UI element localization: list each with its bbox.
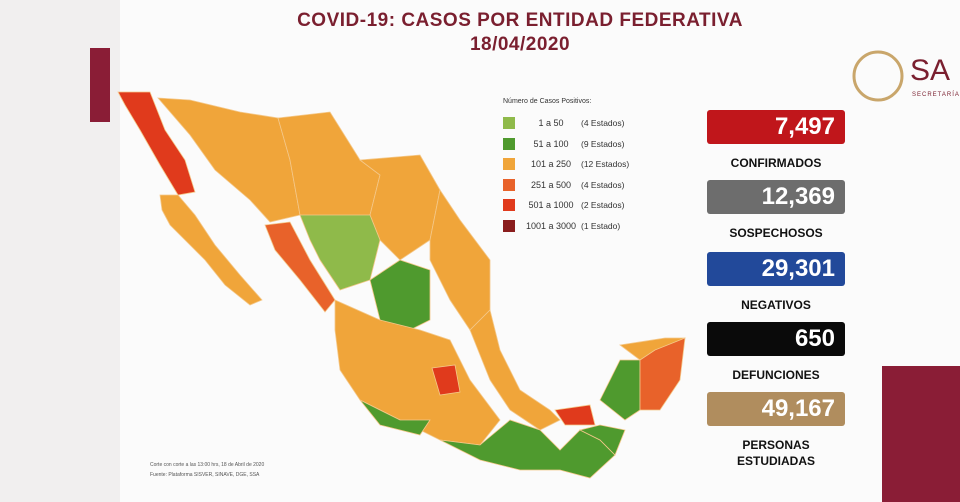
legend-title: Número de Casos Positivos: bbox=[503, 98, 592, 105]
legend-swatch bbox=[503, 137, 515, 150]
stat-value: 650 bbox=[707, 322, 845, 356]
date: 18/04/2020 bbox=[469, 34, 571, 55]
logo-text: SA bbox=[910, 54, 951, 87]
state bbox=[299, 214, 381, 291]
stat-label: DEFUNCIONES bbox=[732, 368, 820, 382]
state bbox=[264, 221, 336, 313]
legend-count: (2 Estados) bbox=[581, 200, 625, 211]
stat-value: 12,369 bbox=[707, 180, 845, 214]
legend-swatch bbox=[503, 158, 515, 171]
logo-subtext: SECRETARÍA bbox=[912, 92, 960, 98]
stat-value: 7,497 bbox=[707, 110, 845, 144]
legend-swatch bbox=[503, 178, 515, 191]
legend-swatch bbox=[503, 117, 515, 130]
state bbox=[469, 309, 561, 431]
legend-count: (12 Estados) bbox=[581, 159, 630, 170]
state bbox=[117, 91, 196, 196]
legend-item: 1 a 50 (4 Estados) bbox=[503, 113, 663, 134]
state bbox=[639, 337, 686, 411]
stat-value: 49,167 bbox=[707, 392, 845, 426]
footnote: Fuente: Plataforma SISVER, SINAVE, DGE, … bbox=[150, 472, 260, 478]
logo-emblem bbox=[852, 50, 904, 102]
stat-label: NEGATIVOS bbox=[741, 298, 811, 312]
legend-count: (4 Estados) bbox=[581, 118, 625, 129]
stat-label: SOSPECHOSOS bbox=[729, 226, 823, 240]
state bbox=[578, 424, 626, 456]
state bbox=[159, 194, 263, 306]
legend-count: (4 Estados) bbox=[581, 179, 625, 190]
stat-label: PERSONAS ESTUDIADAS bbox=[736, 438, 815, 468]
state bbox=[599, 359, 641, 421]
legend-item: 101 a 250 (12 Estados) bbox=[503, 154, 663, 175]
legend-range: 1 a 50 bbox=[538, 118, 564, 129]
legend-item: 251 a 500 (4 Estados) bbox=[503, 175, 663, 196]
legend-range: 101 a 250 bbox=[530, 159, 572, 170]
map bbox=[117, 91, 686, 479]
state bbox=[431, 364, 461, 396]
legend-item: 501 a 1000 (2 Estados) bbox=[503, 195, 663, 216]
legend-range: 501 a 1000 bbox=[528, 200, 574, 211]
accent-bar bbox=[90, 48, 110, 122]
legend-swatch bbox=[503, 219, 515, 232]
legend-count: (9 Estados) bbox=[581, 138, 625, 149]
title: COVID-19: CASOS POR ENTIDAD FEDERATIVA bbox=[297, 10, 743, 31]
legend: Número de Casos Positivos: 1 a 50 (4 Esta… bbox=[503, 98, 663, 236]
interpreter-video bbox=[882, 366, 960, 502]
legend-range: 1001 a 3000 bbox=[525, 220, 577, 231]
legend-item: 51 a 100 (9 Estados) bbox=[503, 134, 663, 155]
state bbox=[554, 404, 596, 426]
state bbox=[429, 188, 491, 331]
state bbox=[359, 399, 431, 436]
legend-swatch bbox=[503, 199, 515, 212]
stat-value: 29,301 bbox=[707, 252, 845, 286]
legend-item: 1001 a 3000 (1 Estado) bbox=[503, 216, 663, 237]
legend-range: 51 a 100 bbox=[533, 138, 569, 149]
legend-range: 251 a 500 bbox=[530, 179, 572, 190]
stat-label: CONFIRMADOS bbox=[730, 156, 822, 170]
footnote: Corte con corte a las 13:00 hrs, 18 de A… bbox=[150, 462, 265, 468]
legend-count: (1 Estado) bbox=[581, 220, 621, 231]
